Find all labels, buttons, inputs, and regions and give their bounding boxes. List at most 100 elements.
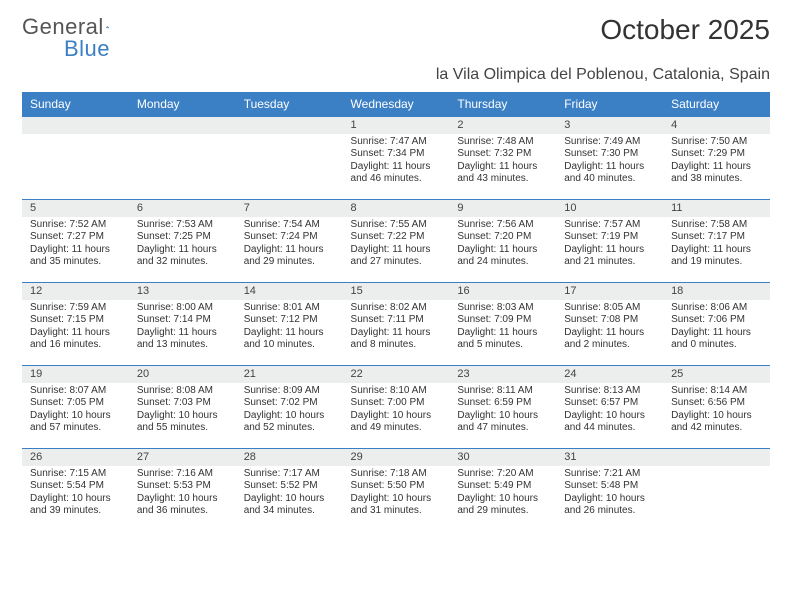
daylight-text-2: and 31 minutes. (351, 505, 442, 518)
day-detail-cell (663, 466, 770, 532)
daylight-text-1: Daylight: 11 hours (137, 244, 228, 257)
sunrise-text: Sunrise: 7:18 AM (351, 468, 442, 481)
day-detail-cell: Sunrise: 8:05 AMSunset: 7:08 PMDaylight:… (556, 300, 663, 366)
page-title: October 2025 (600, 14, 770, 46)
day-detail-cell: Sunrise: 8:11 AMSunset: 6:59 PMDaylight:… (449, 383, 556, 449)
sunset-text: Sunset: 7:09 PM (457, 314, 548, 327)
day-number-cell (129, 117, 236, 134)
daylight-text-1: Daylight: 11 hours (564, 161, 655, 174)
day-number-cell: 5 (22, 200, 129, 217)
daylight-text-2: and 8 minutes. (351, 339, 442, 352)
daylight-text-2: and 39 minutes. (30, 505, 121, 518)
day-number-cell: 14 (236, 283, 343, 300)
sunset-text: Sunset: 7:22 PM (351, 231, 442, 244)
daylight-text-1: Daylight: 10 hours (30, 410, 121, 423)
daylight-text-1: Daylight: 10 hours (457, 493, 548, 506)
daylight-text-1: Daylight: 11 hours (30, 327, 121, 340)
sunset-text: Sunset: 7:19 PM (564, 231, 655, 244)
weekday-header: Saturday (663, 92, 770, 117)
weekday-header: Friday (556, 92, 663, 117)
sunset-text: Sunset: 5:54 PM (30, 480, 121, 493)
daylight-text-1: Daylight: 10 hours (137, 493, 228, 506)
daylight-text-1: Daylight: 11 hours (244, 244, 335, 257)
day-detail-cell: Sunrise: 8:10 AMSunset: 7:00 PMDaylight:… (343, 383, 450, 449)
sunrise-text: Sunrise: 7:56 AM (457, 219, 548, 232)
sunrise-text: Sunrise: 7:52 AM (30, 219, 121, 232)
daylight-text-1: Daylight: 11 hours (137, 327, 228, 340)
day-number-cell: 16 (449, 283, 556, 300)
day-detail-cell: Sunrise: 8:02 AMSunset: 7:11 PMDaylight:… (343, 300, 450, 366)
day-detail-cell: Sunrise: 7:52 AMSunset: 7:27 PMDaylight:… (22, 217, 129, 283)
day-number-cell: 1 (343, 117, 450, 134)
weekday-header: Thursday (449, 92, 556, 117)
sunrise-text: Sunrise: 7:47 AM (351, 136, 442, 149)
day-number-cell: 6 (129, 200, 236, 217)
daylight-text-1: Daylight: 10 hours (244, 493, 335, 506)
daylight-text-2: and 10 minutes. (244, 339, 335, 352)
daylight-text-2: and 29 minutes. (457, 505, 548, 518)
weekday-header: Wednesday (343, 92, 450, 117)
sunrise-text: Sunrise: 7:49 AM (564, 136, 655, 149)
day-number-cell: 23 (449, 366, 556, 383)
day-number-cell (663, 449, 770, 466)
sunset-text: Sunset: 7:25 PM (137, 231, 228, 244)
sunrise-text: Sunrise: 7:55 AM (351, 219, 442, 232)
day-detail-cell: Sunrise: 7:50 AMSunset: 7:29 PMDaylight:… (663, 134, 770, 200)
daylight-text-2: and 35 minutes. (30, 256, 121, 269)
calendar-table: Sunday Monday Tuesday Wednesday Thursday… (22, 92, 770, 532)
day-number-cell: 18 (663, 283, 770, 300)
day-number-cell: 2 (449, 117, 556, 134)
daylight-text-1: Daylight: 10 hours (564, 410, 655, 423)
day-number-cell: 30 (449, 449, 556, 466)
daylight-text-2: and 38 minutes. (671, 173, 762, 186)
day-detail-cell: Sunrise: 7:54 AMSunset: 7:24 PMDaylight:… (236, 217, 343, 283)
day-detail-cell: Sunrise: 8:08 AMSunset: 7:03 PMDaylight:… (129, 383, 236, 449)
daynum-row: 12131415161718 (22, 283, 770, 300)
daylight-text-1: Daylight: 10 hours (30, 493, 121, 506)
sunset-text: Sunset: 7:24 PM (244, 231, 335, 244)
day-detail-cell: Sunrise: 7:16 AMSunset: 5:53 PMDaylight:… (129, 466, 236, 532)
daylight-text-2: and 32 minutes. (137, 256, 228, 269)
daylight-text-1: Daylight: 11 hours (457, 244, 548, 257)
detail-row: Sunrise: 7:47 AMSunset: 7:34 PMDaylight:… (22, 134, 770, 200)
day-detail-cell: Sunrise: 8:07 AMSunset: 7:05 PMDaylight:… (22, 383, 129, 449)
day-detail-cell: Sunrise: 7:21 AMSunset: 5:48 PMDaylight:… (556, 466, 663, 532)
day-detail-cell: Sunrise: 7:20 AMSunset: 5:49 PMDaylight:… (449, 466, 556, 532)
location-subtitle: la Vila Olimpica del Poblenou, Catalonia… (22, 66, 770, 84)
daylight-text-1: Daylight: 10 hours (137, 410, 228, 423)
sunset-text: Sunset: 7:00 PM (351, 397, 442, 410)
daylight-text-1: Daylight: 10 hours (671, 410, 762, 423)
daylight-text-2: and 34 minutes. (244, 505, 335, 518)
sunrise-text: Sunrise: 7:53 AM (137, 219, 228, 232)
sunset-text: Sunset: 7:15 PM (30, 314, 121, 327)
day-detail-cell: Sunrise: 7:55 AMSunset: 7:22 PMDaylight:… (343, 217, 450, 283)
daylight-text-2: and 5 minutes. (457, 339, 548, 352)
daylight-text-2: and 57 minutes. (30, 422, 121, 435)
detail-row: Sunrise: 7:52 AMSunset: 7:27 PMDaylight:… (22, 217, 770, 283)
daynum-row: 19202122232425 (22, 366, 770, 383)
daylight-text-1: Daylight: 11 hours (351, 161, 442, 174)
daylight-text-1: Daylight: 11 hours (244, 327, 335, 340)
sunrise-text: Sunrise: 8:08 AM (137, 385, 228, 398)
daylight-text-1: Daylight: 11 hours (671, 161, 762, 174)
weekday-header: Tuesday (236, 92, 343, 117)
day-number-cell: 9 (449, 200, 556, 217)
daylight-text-2: and 29 minutes. (244, 256, 335, 269)
day-number-cell: 27 (129, 449, 236, 466)
daylight-text-1: Daylight: 11 hours (351, 244, 442, 257)
sunrise-text: Sunrise: 7:21 AM (564, 468, 655, 481)
sunrise-text: Sunrise: 8:05 AM (564, 302, 655, 315)
sunrise-text: Sunrise: 8:03 AM (457, 302, 548, 315)
daylight-text-1: Daylight: 11 hours (30, 244, 121, 257)
day-number-cell: 21 (236, 366, 343, 383)
day-number-cell: 8 (343, 200, 450, 217)
daylight-text-2: and 13 minutes. (137, 339, 228, 352)
sunrise-text: Sunrise: 7:20 AM (457, 468, 548, 481)
day-detail-cell (22, 134, 129, 200)
sunset-text: Sunset: 6:59 PM (457, 397, 548, 410)
sunset-text: Sunset: 7:20 PM (457, 231, 548, 244)
daylight-text-2: and 21 minutes. (564, 256, 655, 269)
daylight-text-1: Daylight: 11 hours (564, 327, 655, 340)
day-number-cell: 12 (22, 283, 129, 300)
sunset-text: Sunset: 7:11 PM (351, 314, 442, 327)
